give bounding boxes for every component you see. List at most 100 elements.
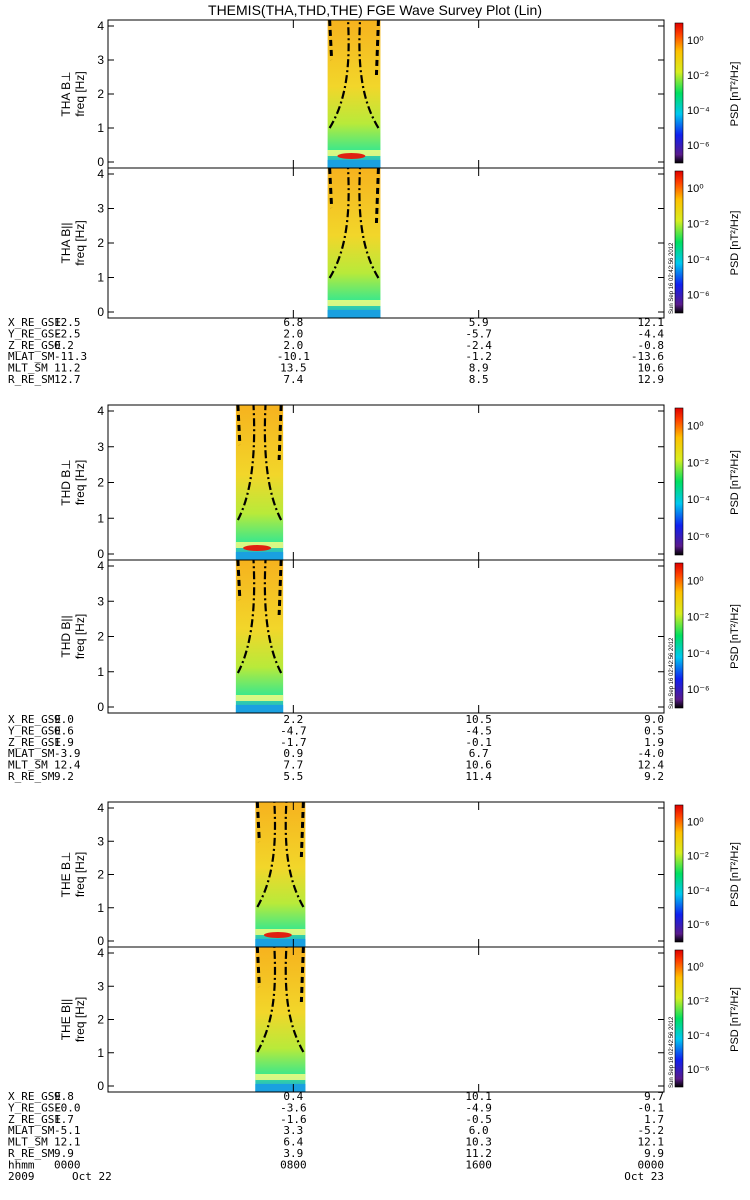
ephemeris-value: 12.7 — [54, 373, 81, 386]
ephemeris-row-name: X_RE_GSE — [8, 713, 61, 726]
y-tick-label: 3 — [97, 979, 104, 993]
y-tick-label: 0 — [97, 305, 104, 319]
panel-label: THE B|| — [59, 999, 73, 1041]
colorbar-tick-label: 10⁻² — [687, 70, 709, 82]
colorbar-tick-label: 10⁻⁴ — [687, 494, 710, 506]
y-tick-label: 4 — [97, 19, 104, 33]
ephemeris-row-name: X_RE_GSE — [8, 1090, 61, 1103]
colorbar-tick-label: 10⁰ — [687, 421, 704, 433]
ephemeris-value: 11.2 — [465, 1147, 492, 1160]
panel-frame — [107, 167, 665, 319]
half-fce-left — [255, 946, 261, 988]
ephemeris-value: 3.3 — [283, 1124, 303, 1137]
low-freq-band — [235, 542, 284, 548]
noise-floor-band — [235, 705, 284, 713]
y-tick-label: 3 — [97, 440, 104, 454]
ephemeris-row-name: MLT_SM — [8, 1136, 48, 1149]
colorbar-tick-label: 10⁻⁴ — [687, 254, 710, 266]
ephemeris-value: -4.7 — [280, 724, 307, 737]
ephemeris-row-name: X_RE_GSE — [8, 316, 61, 329]
fce-curve-right — [284, 946, 305, 1053]
colorbar-tick-label: 10⁻⁶ — [687, 140, 710, 152]
ephemeris-value: -3.9 — [54, 747, 81, 760]
ephemeris-row-name: Z_RE_GSE — [8, 736, 61, 749]
panel-ylabel: freq [Hz] — [73, 460, 87, 505]
ephemeris-value: 8.9 — [469, 362, 489, 375]
ephemeris-value: -0.1 — [465, 736, 492, 749]
ephemeris-value: 12.9 — [638, 373, 665, 386]
ephemeris-value: 2.2 — [283, 713, 303, 726]
panel-ylabel: freq [Hz] — [73, 220, 87, 265]
colorbar-tick-label: 10⁻⁶ — [687, 290, 710, 302]
y-tick-label: 3 — [97, 53, 104, 67]
colorbar-label: PSD [nT²/Hz] — [729, 450, 741, 515]
colorbar — [674, 562, 684, 709]
ephemeris-row-name: Z_RE_GSE — [8, 1113, 61, 1126]
ephemeris-value: -0.8 — [638, 339, 665, 352]
ephemeris-value: 5.5 — [283, 770, 303, 783]
date-end-label: Oct 23 — [624, 1170, 664, 1183]
low-freq-band — [235, 695, 284, 701]
ephemeris-value: 5.9 — [469, 316, 489, 329]
ephemeris-value: 0.6 — [54, 724, 74, 737]
colorbar-tick-label: 10⁻⁶ — [687, 919, 710, 931]
low-freq-band — [255, 929, 306, 935]
ephemeris-value: -1.7 — [280, 736, 307, 749]
timestamp: Sun Sep 16 02:42:56 2012 — [669, 1016, 675, 1088]
panel-ylabel: freq [Hz] — [73, 997, 87, 1042]
ephemeris-value: -4.4 — [638, 327, 665, 340]
ephemeris-value: 10.1 — [465, 1090, 492, 1103]
spectrogram-block — [235, 405, 284, 560]
half-fce-left — [328, 167, 334, 209]
panel-label: THD B|| — [59, 615, 73, 657]
ephemeris-row-name: MLT_SM — [8, 759, 48, 772]
y-tick-label: 4 — [97, 559, 104, 573]
ephemeris-value: -13.6 — [631, 350, 664, 363]
colorbar-tick-label: 10⁻² — [687, 996, 709, 1008]
ephemeris-value: 6.8 — [283, 316, 303, 329]
time-tick-label: 0000 — [54, 1158, 81, 1171]
ephemeris-value: 12.4 — [54, 759, 81, 772]
half-fce-right — [277, 404, 283, 461]
noise-floor-band — [255, 1084, 306, 1092]
y-tick-label: 1 — [97, 121, 104, 135]
y-tick-label: 1 — [97, 901, 104, 915]
power-peak — [243, 545, 272, 551]
power-peak — [263, 932, 292, 938]
half-fce-right — [299, 946, 305, 1003]
ephemeris-value: -4.0 — [638, 747, 665, 760]
ephemeris-value: -2.4 — [465, 339, 492, 352]
colorbar-tick-label: 10⁰ — [687, 35, 704, 47]
half-fce-right — [374, 19, 380, 76]
panel-frame — [107, 404, 665, 561]
panel-label: THA B|| — [59, 223, 73, 264]
ephemeris-value: 9.2 — [54, 770, 74, 783]
ephemeris-value: -5.1 — [54, 1124, 81, 1137]
ephemeris-row-name: MLT_SM — [8, 362, 48, 375]
ephemeris-value: 3.9 — [283, 1147, 303, 1160]
fce-curve-left — [256, 801, 277, 908]
colorbar-tick-label: 10⁻² — [687, 219, 709, 231]
low-freq-band — [327, 300, 381, 306]
colorbar-tick-label: 10⁻² — [687, 612, 709, 624]
ephemeris-value: 6.4 — [283, 1136, 303, 1149]
fce-curve-left — [328, 19, 350, 129]
ephemeris-value: 10.6 — [465, 759, 492, 772]
time-tick-label: 0800 — [280, 1158, 307, 1171]
y-tick-label: 2 — [97, 868, 104, 882]
colorbar-label: PSD [nT²/Hz] — [729, 987, 741, 1052]
ephemeris-value: 12.4 — [638, 759, 665, 772]
panel-ylabel: freq [Hz] — [73, 71, 87, 116]
colorbar-tick-label: 10⁰ — [687, 183, 704, 195]
ephemeris-value: 13.5 — [280, 362, 307, 375]
y-tick-label: 0 — [97, 700, 104, 714]
power-peak — [337, 153, 366, 159]
ephemeris-value: -0.0 — [54, 1101, 81, 1114]
ephemeris-value: -2.5 — [54, 327, 81, 340]
ephemeris-value: 0.9 — [283, 747, 303, 760]
date-start-label: Oct 22 — [72, 1170, 112, 1183]
panel-3: 0 1 2 3 4 THD B⊥ freq [Hz] 10⁰ 10⁻² 10⁻⁴ 10⁻⁶ PSD [… — [59, 404, 741, 561]
